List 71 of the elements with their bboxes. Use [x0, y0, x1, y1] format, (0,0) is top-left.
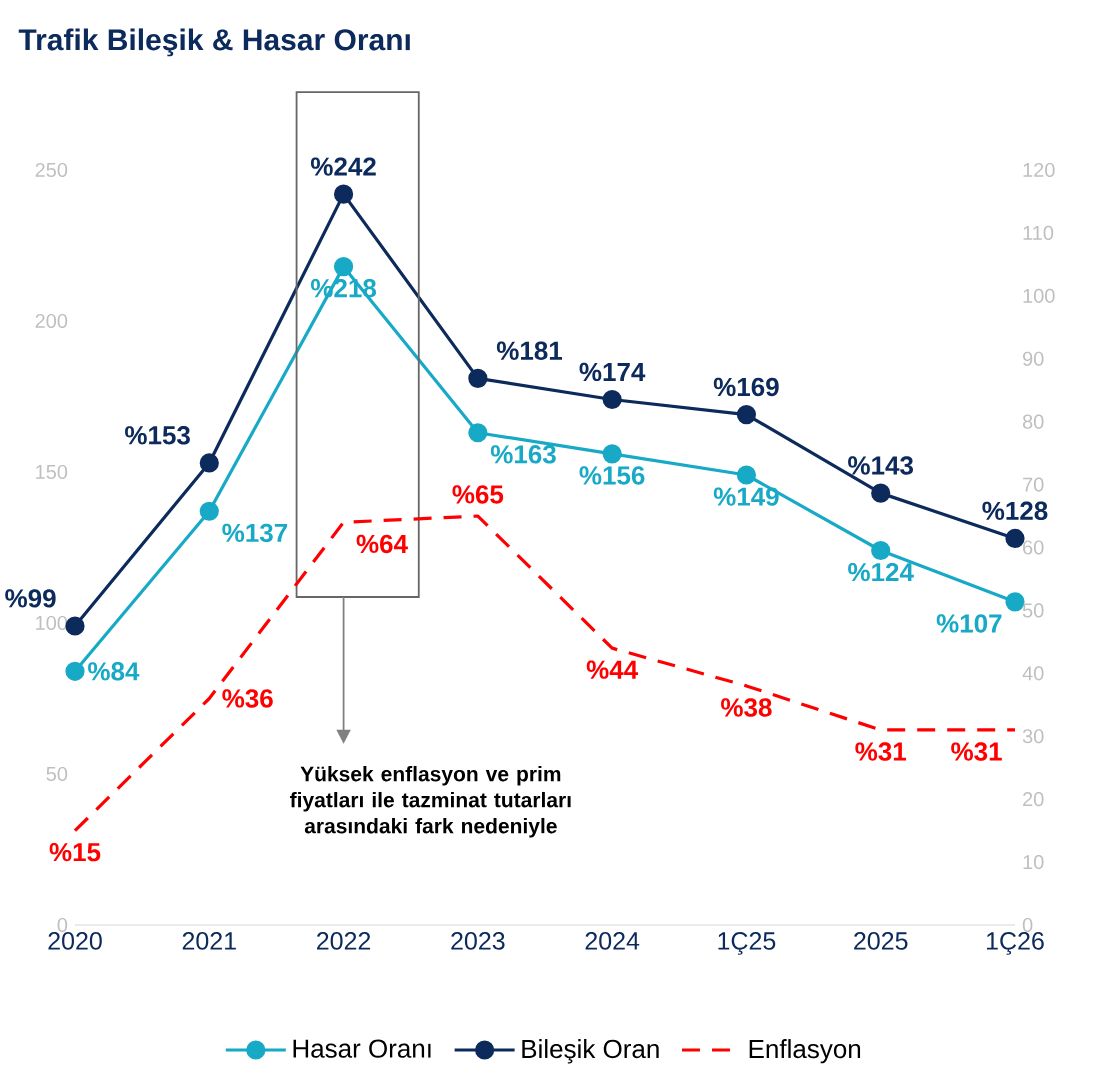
point: [65, 661, 85, 681]
data-label: %15: [49, 843, 101, 862]
point: [871, 483, 891, 503]
data-label: %242: [310, 157, 376, 176]
x-tick-label: 2020: [48, 932, 102, 950]
data-label: %84: [88, 662, 140, 681]
legend-label: Enflasyon: [749, 1039, 861, 1064]
data-label: %99: [5, 589, 56, 608]
chart-title: Trafik Bileşik & Hasar Oranı: [18, 28, 410, 57]
y2-tick-label: 70: [1023, 477, 1044, 492]
point: [1005, 592, 1025, 612]
y2-tick-label: 0: [1022, 917, 1033, 933]
data-label: %156: [579, 466, 645, 485]
y2-tick-label: 40: [1022, 666, 1044, 681]
y2-tick-label: 100: [1023, 288, 1055, 303]
data-label: %174: [579, 362, 646, 382]
point: [333, 257, 354, 277]
data-label: %137: [222, 523, 288, 543]
y2-tick-label: 80: [1022, 414, 1044, 429]
y-tick-label: 200: [35, 313, 68, 329]
point: [736, 405, 757, 425]
x-tick-label: 2023: [451, 932, 505, 950]
point: [333, 184, 354, 204]
data-label: %44: [586, 660, 639, 679]
point: [1005, 528, 1025, 549]
data-label: %36: [222, 689, 273, 708]
annotation: Yüksek enflasyon ve prim fiyatları ile tazminat tutarları arasındaki fark nedeniyle: [290, 765, 571, 838]
data-label: %31: [855, 742, 906, 761]
x-tick-label: 2021: [182, 932, 236, 950]
point: [199, 453, 219, 473]
y2-tick-label: 20: [1023, 792, 1044, 807]
data-label: %65: [452, 485, 504, 504]
y2-tick-label: 10: [1023, 855, 1044, 870]
x-tick-label: 1Ç25: [718, 932, 776, 955]
y2-tick-label: 30: [1022, 729, 1044, 744]
y2-tick-label: 90: [1023, 351, 1044, 366]
point: [468, 368, 488, 388]
x-tick-label: 1Ç26: [987, 932, 1044, 955]
y-tick-label: 100: [36, 615, 68, 631]
data-label: %149: [713, 487, 779, 506]
data-label: %163: [490, 445, 556, 464]
data-label: %107: [936, 614, 1002, 633]
point: [736, 465, 757, 485]
x-tick-label: 2025: [854, 932, 908, 950]
data-label: %181: [496, 341, 563, 360]
x-tick-label: 2024: [585, 932, 640, 950]
data-label: %128: [982, 501, 1048, 521]
data-label: %64: [356, 534, 408, 554]
point: [468, 423, 488, 443]
data-label: %143: [848, 456, 913, 475]
point: [871, 540, 891, 561]
y-tick-label: 0: [57, 917, 68, 933]
y2-tick-label: 120: [1023, 162, 1055, 178]
legend-label: Hasar Oranı: [293, 1039, 431, 1058]
point: [602, 444, 622, 464]
data-label: %38: [721, 698, 772, 717]
x-tick-label: 2022: [317, 932, 371, 950]
point: [602, 389, 622, 410]
data-label: %153: [125, 426, 190, 445]
point: [199, 501, 219, 521]
y2-tick-label: 110: [1023, 225, 1054, 240]
y-tick-label: 150: [36, 464, 68, 480]
point: [65, 616, 85, 636]
data-label: %31: [951, 742, 1002, 761]
data-label: %169: [713, 377, 779, 397]
legend-label: Bileşik Oran: [522, 1039, 659, 1064]
y-tick-label: 50: [46, 766, 68, 782]
data-label: %124: [848, 562, 914, 582]
y2-tick-label: 60: [1023, 540, 1044, 555]
y2-tick-label: 50: [1022, 603, 1044, 618]
y-tick-label: 250: [35, 162, 68, 178]
